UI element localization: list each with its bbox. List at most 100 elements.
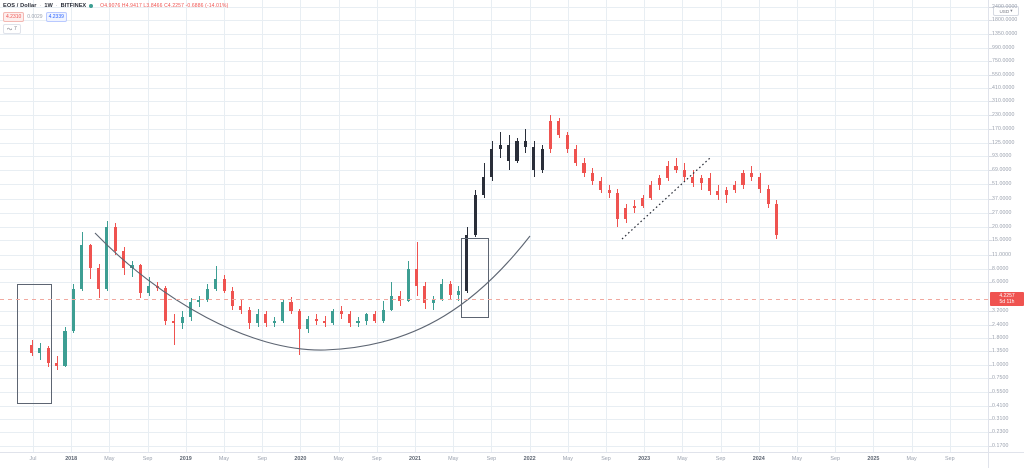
- candle-body: [356, 320, 360, 323]
- time-axis-month-label: May: [104, 456, 115, 462]
- legend-title-row[interactable]: EOS / Dollar · 1W · BITFINEX O4.9076 H4.…: [3, 1, 228, 10]
- horizontal-gridline: [0, 446, 988, 447]
- vertical-gridline: [377, 0, 378, 452]
- wave-icon: [7, 27, 12, 31]
- price-axis-tick: 550.0000: [989, 72, 1024, 78]
- candle-body: [406, 269, 410, 302]
- candle-body: [189, 302, 193, 318]
- bid-value[interactable]: 4.2310: [3, 12, 25, 22]
- horizontal-gridline: [0, 392, 988, 393]
- price-axis-tick: 93.0000: [989, 153, 1024, 159]
- candle-body: [565, 134, 569, 149]
- candle-body: [590, 172, 594, 181]
- horizontal-gridline: [0, 156, 988, 157]
- candle-body: [507, 144, 511, 161]
- price-axis-tick-label: 1350.0000: [992, 30, 1018, 37]
- time-axis-year-label: 2018: [65, 456, 78, 462]
- price-axis-tick-label: 990.0000: [992, 44, 1015, 51]
- candle-body: [657, 178, 661, 185]
- chart-pane[interactable]: [0, 0, 988, 452]
- accumulation-zone-2017-rect[interactable]: [17, 284, 52, 404]
- candle-body: [607, 189, 611, 193]
- price-axis-tick-label: 0.3100: [992, 415, 1009, 422]
- vertical-gridline: [912, 0, 913, 452]
- vertical-gridline: [186, 0, 187, 452]
- currency-unit-selector[interactable]: USD ▾: [993, 6, 1019, 16]
- price-axis-tick-label: 125.0000: [992, 139, 1015, 146]
- price-axis[interactable]: USD ▾ 4.2257 5d 11h 2400.0000 1800.0000 13…: [988, 0, 1024, 452]
- candle-body: [163, 288, 167, 321]
- candle-body: [331, 311, 335, 323]
- horizontal-gridline: [0, 101, 988, 102]
- candle-wick: [131, 261, 133, 277]
- price-axis-tick: 2.4000: [989, 322, 1024, 328]
- spread-value: 0.0029: [27, 14, 43, 20]
- candle-body: [30, 344, 34, 353]
- vertical-gridline: [873, 0, 874, 452]
- candle-body: [532, 146, 536, 170]
- price-axis-tick: 11.0000: [989, 252, 1024, 258]
- current-price-badge: 4.2257 5d 11h: [990, 291, 1024, 307]
- candle-body: [364, 314, 368, 321]
- price-axis-tick: 8.0000: [989, 266, 1024, 272]
- price-axis-tick: 15.0000: [989, 237, 1024, 243]
- indicator-chip[interactable]: 7: [3, 24, 21, 34]
- candle-body: [766, 188, 770, 205]
- vertical-gridline: [835, 0, 836, 452]
- price-axis-tick-label: 1800.0000: [992, 17, 1018, 24]
- price-axis-tick: 0.4100: [989, 403, 1024, 409]
- time-axis-year-label: 2022: [523, 456, 536, 462]
- price-axis-tick-label: 37.0000: [992, 195, 1012, 202]
- price-axis-tick: 1350.0000: [989, 31, 1024, 37]
- candle-body: [473, 195, 477, 235]
- candle-body: [481, 176, 486, 196]
- candle-body: [314, 319, 318, 321]
- ask-value[interactable]: 4.2339: [45, 12, 67, 22]
- price-axis-tick: 0.2300: [989, 429, 1024, 435]
- time-axis-month-label: May: [562, 456, 573, 462]
- symbol-name[interactable]: EOS / Dollar: [3, 2, 37, 9]
- price-axis-tick-label: 0.1700: [992, 443, 1009, 450]
- interval-label[interactable]: 1W: [44, 2, 53, 9]
- axis-corner[interactable]: [988, 452, 1024, 468]
- time-axis-year-label: 2021: [409, 456, 421, 462]
- price-axis-tick-label: 27.0000: [992, 210, 1012, 217]
- candle-body: [733, 185, 737, 190]
- candle-body: [498, 144, 502, 149]
- candle-body: [155, 285, 159, 289]
- vertical-gridline: [606, 0, 607, 452]
- accumulation-zone-2021-rect[interactable]: [461, 238, 489, 318]
- candle-body: [557, 121, 561, 135]
- time-axis-month-label: Jul: [29, 456, 37, 462]
- price-axis-tick-label: 310.0000: [992, 98, 1015, 105]
- price-axis-tick: 20.0000: [989, 224, 1024, 230]
- ohlc-values: O4.9076 H4.9417 L3.8466 C4.2257 -0.6886 …: [100, 2, 229, 9]
- candle-body: [515, 141, 519, 161]
- series-color-dot: [89, 3, 94, 8]
- price-axis-tick-label: 230.0000: [992, 111, 1015, 118]
- price-axis-tick: 1.0000: [989, 362, 1024, 368]
- price-axis-tick: 0.1700: [989, 443, 1024, 449]
- horizontal-gridline: [0, 48, 988, 49]
- candle-body: [666, 166, 670, 179]
- time-axis-year-label: 2024: [752, 456, 765, 462]
- horizontal-gridline: [0, 199, 988, 200]
- price-axis-tick-label: 6.0000: [992, 279, 1009, 286]
- candle-body: [348, 314, 352, 323]
- exchange-label[interactable]: BITFINEX: [60, 2, 87, 9]
- vertical-gridline: [759, 0, 760, 452]
- candle-body: [306, 319, 310, 329]
- candle-body: [615, 193, 619, 219]
- candle-body: [415, 269, 419, 287]
- horizontal-gridline: [0, 406, 988, 407]
- candle-body: [632, 205, 636, 209]
- candle-body: [339, 311, 343, 315]
- time-axis-month-label: May: [218, 456, 230, 462]
- candle-body: [389, 295, 393, 310]
- horizontal-gridline: [0, 75, 988, 76]
- candle-body: [624, 208, 628, 219]
- price-axis-tick: 2400.0000: [989, 4, 1024, 10]
- time-axis[interactable]: Jul 2018 May Sep 2019 May Sep 2020 May Sep 2021 May…: [0, 452, 988, 468]
- currency-unit-label: USD: [999, 8, 1010, 14]
- candle-body: [674, 166, 678, 170]
